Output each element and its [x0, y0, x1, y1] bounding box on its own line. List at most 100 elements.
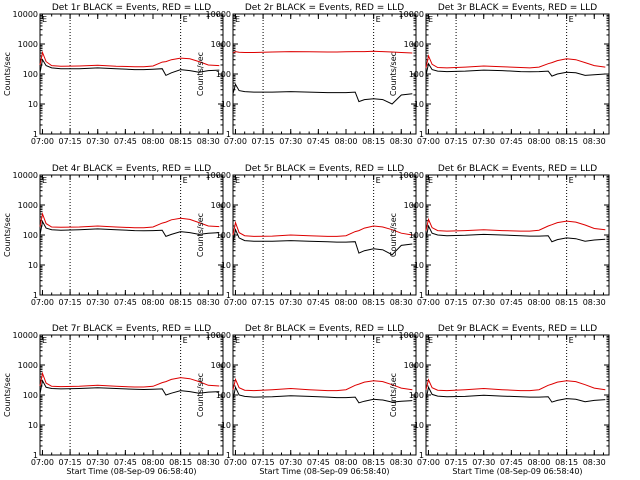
series-line-events: [232, 228, 413, 256]
y-tick-label: 1000: [18, 40, 38, 49]
x-tick-label: 07:00: [417, 298, 440, 307]
series-line-lld: [232, 50, 413, 54]
x-tick-label: 08:00: [334, 137, 357, 146]
y-tick-label: 1000: [404, 201, 424, 210]
x-tick-label: 08:30: [390, 137, 413, 146]
y-tick-label: 10: [221, 261, 231, 270]
y-tick-label: 10000: [13, 331, 38, 340]
marker-label-end: E: [376, 15, 381, 24]
y-axis-label: Counts/sec: [389, 52, 398, 96]
y-tick-label: 100: [409, 391, 424, 400]
y-tick-label: 10000: [399, 10, 424, 19]
y-tick-label: 1: [33, 291, 38, 300]
y-tick-label: 10: [414, 421, 424, 430]
y-tick-label: 1000: [211, 361, 231, 370]
x-tick-label: 07:15: [59, 298, 82, 307]
series-line-lld: [425, 378, 606, 392]
plot-frame: [425, 334, 610, 456]
y-axis-label: Counts/sec: [389, 373, 398, 417]
x-tick-label: 07:00: [31, 298, 54, 307]
x-tick-label: 07:15: [59, 137, 82, 146]
plot-frame: [425, 174, 610, 296]
marker-label-start: E: [235, 15, 240, 24]
marker-label-end: E: [376, 336, 381, 345]
x-tick-label: 07:15: [252, 458, 275, 467]
x-tick-label: 07:45: [114, 137, 137, 146]
x-tick-label: 08:00: [527, 137, 550, 146]
marker-label-start: E: [428, 336, 433, 345]
panel-det-7: Det 7r BLACK = Events, RED = LLD 1 10 100 10…: [3, 324, 224, 476]
x-tick-label: 07:30: [279, 137, 302, 146]
y-tick-label: 10: [414, 100, 424, 109]
x-tick-label: 07:45: [307, 458, 330, 467]
marker-label-start: E: [428, 15, 433, 24]
series-line-lld: [39, 50, 220, 68]
x-tick-label: 07:45: [500, 137, 523, 146]
x-tick-label: 07:15: [445, 458, 468, 467]
series-line-lld: [425, 217, 606, 232]
x-tick-label: 08:15: [362, 458, 385, 467]
series-line-lld: [39, 371, 220, 388]
series-line-events: [425, 224, 606, 243]
x-tick-label: 07:30: [472, 298, 495, 307]
panel-det-4: Det 4r BLACK = Events, RED = LLD 1 10 100 10…: [3, 164, 224, 307]
y-axis-label: Counts/sec: [3, 373, 12, 417]
marker-label-end: E: [569, 15, 574, 24]
series-line-lld: [232, 377, 413, 392]
panel-title: Det 8r BLACK = Events, RED = LLD: [245, 324, 404, 334]
series-line-events: [39, 58, 220, 77]
y-axis-label: Counts/sec: [3, 52, 12, 96]
y-tick-label: 1: [226, 451, 231, 460]
x-axis-label: Start Time (08-Sep-09 06:58:40): [452, 467, 582, 476]
marker-label-start: E: [42, 336, 47, 345]
x-tick-label: 08:00: [141, 298, 164, 307]
x-tick-label: 07:45: [114, 298, 137, 307]
y-tick-label: 10: [28, 261, 38, 270]
x-tick-label: 08:30: [197, 298, 220, 307]
x-tick-label: 07:45: [500, 298, 523, 307]
x-tick-label: 07:30: [472, 137, 495, 146]
y-tick-label: 10000: [206, 171, 231, 180]
x-tick-label: 07:15: [445, 298, 468, 307]
x-tick-label: 07:45: [307, 137, 330, 146]
x-tick-label: 07:30: [279, 298, 302, 307]
panel-title: Det 3r BLACK = Events, RED = LLD: [438, 3, 597, 13]
y-tick-label: 10: [28, 421, 38, 430]
series-line-events: [425, 62, 606, 77]
x-tick-label: 07:15: [445, 137, 468, 146]
x-tick-label: 08:30: [583, 458, 606, 467]
x-tick-label: 07:30: [279, 458, 302, 467]
x-tick-label: 07:45: [307, 298, 330, 307]
x-tick-label: 08:00: [527, 458, 550, 467]
panel-det-6: Det 6r BLACK = Events, RED = LLD 1 10 100 10…: [389, 164, 610, 307]
x-tick-label: 07:45: [500, 458, 523, 467]
x-axis-label: Start Time (08-Sep-09 06:58:40): [259, 467, 389, 476]
panel-title: Det 1r BLACK = Events, RED = LLD: [52, 3, 211, 13]
x-tick-label: 08:15: [362, 298, 385, 307]
marker-label-end: E: [569, 176, 574, 185]
series-line-events: [425, 385, 606, 403]
panel-title: Det 2r BLACK = Events, RED = LLD: [245, 3, 404, 13]
panel-title: Det 5r BLACK = Events, RED = LLD: [245, 164, 404, 174]
y-tick-label: 1000: [404, 40, 424, 49]
marker-label-end: E: [376, 176, 381, 185]
y-tick-label: 100: [23, 231, 38, 240]
series-line-lld: [232, 220, 413, 237]
x-tick-label: 07:15: [252, 137, 275, 146]
panel-title: Det 7r BLACK = Events, RED = LLD: [52, 324, 211, 334]
y-tick-label: 10000: [206, 10, 231, 19]
panel-det-3: Det 3r BLACK = Events, RED = LLD 1 10 100 10…: [389, 3, 610, 146]
x-tick-label: 07:00: [31, 458, 54, 467]
x-tick-label: 08:00: [527, 298, 550, 307]
y-tick-label: 1: [226, 130, 231, 139]
y-tick-label: 100: [216, 391, 231, 400]
x-tick-label: 08:15: [362, 137, 385, 146]
x-tick-label: 08:30: [197, 137, 220, 146]
x-tick-label: 08:15: [555, 458, 578, 467]
x-tick-label: 07:00: [417, 137, 440, 146]
x-tick-label: 07:15: [252, 298, 275, 307]
y-tick-label: 10: [221, 421, 231, 430]
panel-title: Det 9r BLACK = Events, RED = LLD: [438, 324, 597, 334]
y-tick-label: 100: [23, 70, 38, 79]
